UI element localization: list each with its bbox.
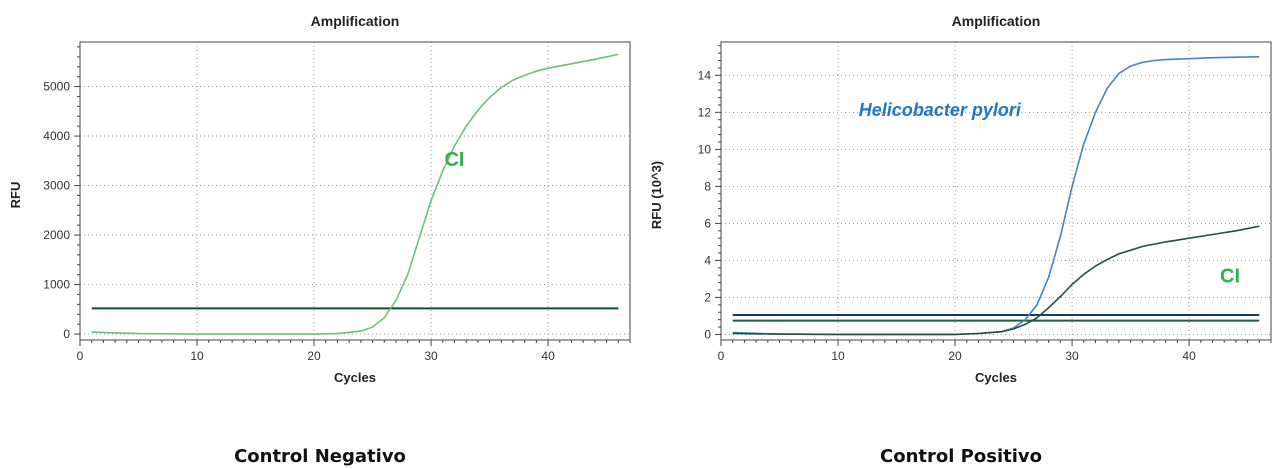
amplification-chart-negative: Amplification 0 10 20 30 40 0 1000 2000 3000 4000 5… [8, 13, 631, 385]
plot-frame [720, 41, 1272, 341]
x-axis-label: Cycles [975, 370, 1017, 385]
plot-area [732, 56, 1260, 336]
x-tick-label: 40 [541, 349, 555, 363]
x-tick-label: 30 [424, 349, 438, 363]
y-tick-label: 8 [704, 179, 711, 193]
chart-title: Amplification [952, 13, 1041, 29]
annotation-ci: CI [1220, 266, 1240, 288]
y-axis-label: RFU (10^3) [649, 161, 664, 229]
x-axis-label: Cycles [334, 370, 376, 385]
y-tick-label: 3000 [43, 179, 70, 193]
x-tick-label: 20 [948, 349, 962, 363]
y-tick-label: 6 [704, 216, 711, 230]
y-tick-label: 14 [698, 68, 712, 82]
series-line-helicobacter-pylori [732, 56, 1260, 336]
plot-area [91, 53, 619, 335]
y-tick-label: 2 [704, 290, 711, 304]
series-line-ci [732, 225, 1260, 336]
annotation-ci: CI [444, 149, 464, 171]
chart-panel-control-negativo: Amplification 0 10 20 30 40 0 1000 2000 3000 4000 5… [0, 0, 640, 469]
y-tick-label: 10 [698, 142, 712, 156]
x-tick-label: 0 [77, 349, 84, 363]
x-tick-label: 10 [190, 349, 204, 363]
y-tick-label: 4000 [43, 129, 70, 143]
x-tick-label: 10 [831, 349, 845, 363]
series-line-ci [91, 53, 619, 335]
annotation-helicobacter-pylori: Helicobacter pylori [859, 100, 1022, 120]
y-tick-label: 4 [704, 253, 711, 267]
y-axis-label: RFU [8, 182, 23, 209]
x-tick-label: 20 [307, 349, 321, 363]
x-tick-label: 0 [718, 349, 725, 363]
y-tick-label: 0 [63, 327, 70, 341]
amplification-chart-positive: Amplification 0 10 20 30 40 0 2 4 6 8 10 12 14 Cycles R… [649, 13, 1272, 385]
chart-panel-control-positivo: Amplification 0 10 20 30 40 0 2 4 6 8 10 12 14 Cycles R… [641, 0, 1281, 469]
y-tick-label: 2000 [43, 228, 70, 242]
y-tick-label: 0 [704, 327, 711, 341]
caption-control-positivo: Control Positivo [880, 446, 1042, 467]
x-tick-label: 40 [1182, 349, 1196, 363]
caption-control-negativo: Control Negativo [234, 446, 406, 467]
y-tick-label: 1000 [43, 278, 70, 292]
x-tick-label: 30 [1065, 349, 1079, 363]
plot-frame [79, 41, 631, 341]
y-tick-label: 5000 [43, 80, 70, 94]
y-tick-label: 12 [698, 105, 712, 119]
chart-title: Amplification [311, 13, 400, 29]
